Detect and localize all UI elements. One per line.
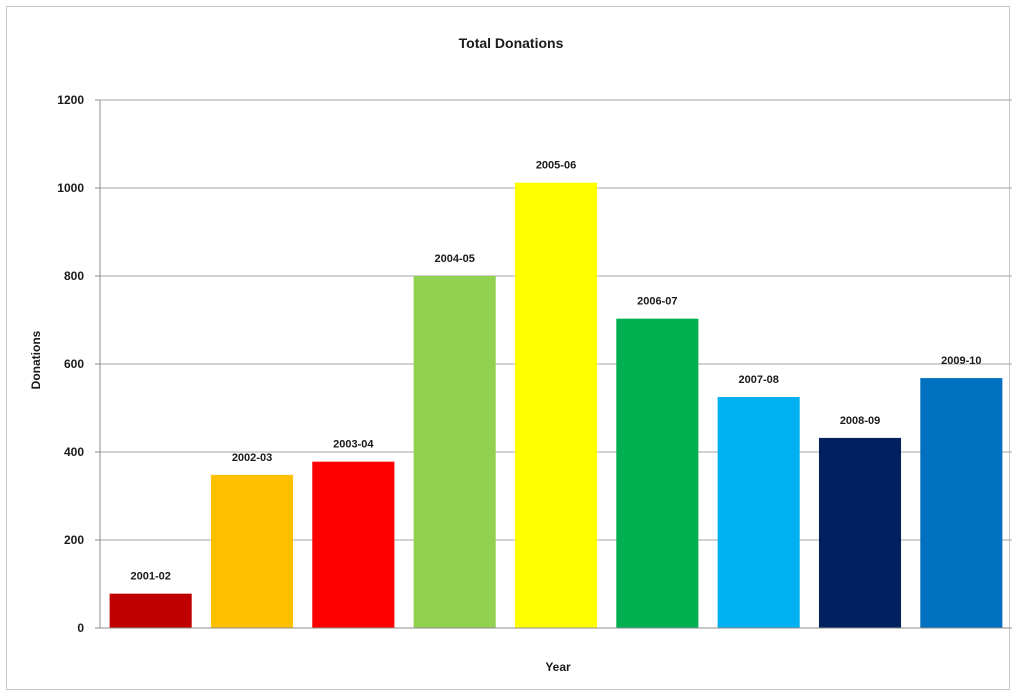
- y-tick-label: 1200: [57, 93, 84, 107]
- y-tick-label: 800: [64, 269, 84, 283]
- data-label-2005-06: 2005-06: [536, 160, 576, 172]
- bar-2008-09: [819, 438, 901, 628]
- y-axis-title: Donations: [29, 330, 43, 389]
- bar-2004-05: [414, 276, 496, 628]
- y-tick-label: 400: [64, 445, 84, 459]
- data-label-2008-09: 2008-09: [840, 415, 880, 427]
- y-tick-label: 600: [64, 357, 84, 371]
- bar-2002-03: [211, 475, 293, 628]
- bar-2007-08: [718, 397, 800, 628]
- y-tick-label: 0: [77, 621, 84, 635]
- y-axis-tick-labels: 0 200 400 600 800 1000 1200: [57, 93, 100, 635]
- x-axis-title: Year: [545, 660, 571, 674]
- data-label-2006-07: 2006-07: [637, 296, 677, 308]
- data-label-2007-08: 2007-08: [738, 374, 778, 386]
- bar-2009-10: [920, 378, 1002, 628]
- data-label-2004-05: 2004-05: [434, 253, 474, 265]
- bar-2005-06: [515, 183, 597, 628]
- bar-2003-04: [312, 462, 394, 628]
- data-label-2003-04: 2003-04: [333, 439, 374, 451]
- y-tick-label: 200: [64, 533, 84, 547]
- chart-title: Total Donations: [459, 35, 564, 51]
- bars: [110, 183, 1003, 628]
- bar-2001-02: [110, 594, 192, 628]
- data-label-2009-10: 2009-10: [941, 355, 981, 367]
- data-label-2002-03: 2002-03: [232, 452, 272, 464]
- bar-2006-07: [616, 319, 698, 628]
- data-label-2001-02: 2001-02: [130, 571, 170, 583]
- y-tick-label: 1000: [57, 181, 84, 195]
